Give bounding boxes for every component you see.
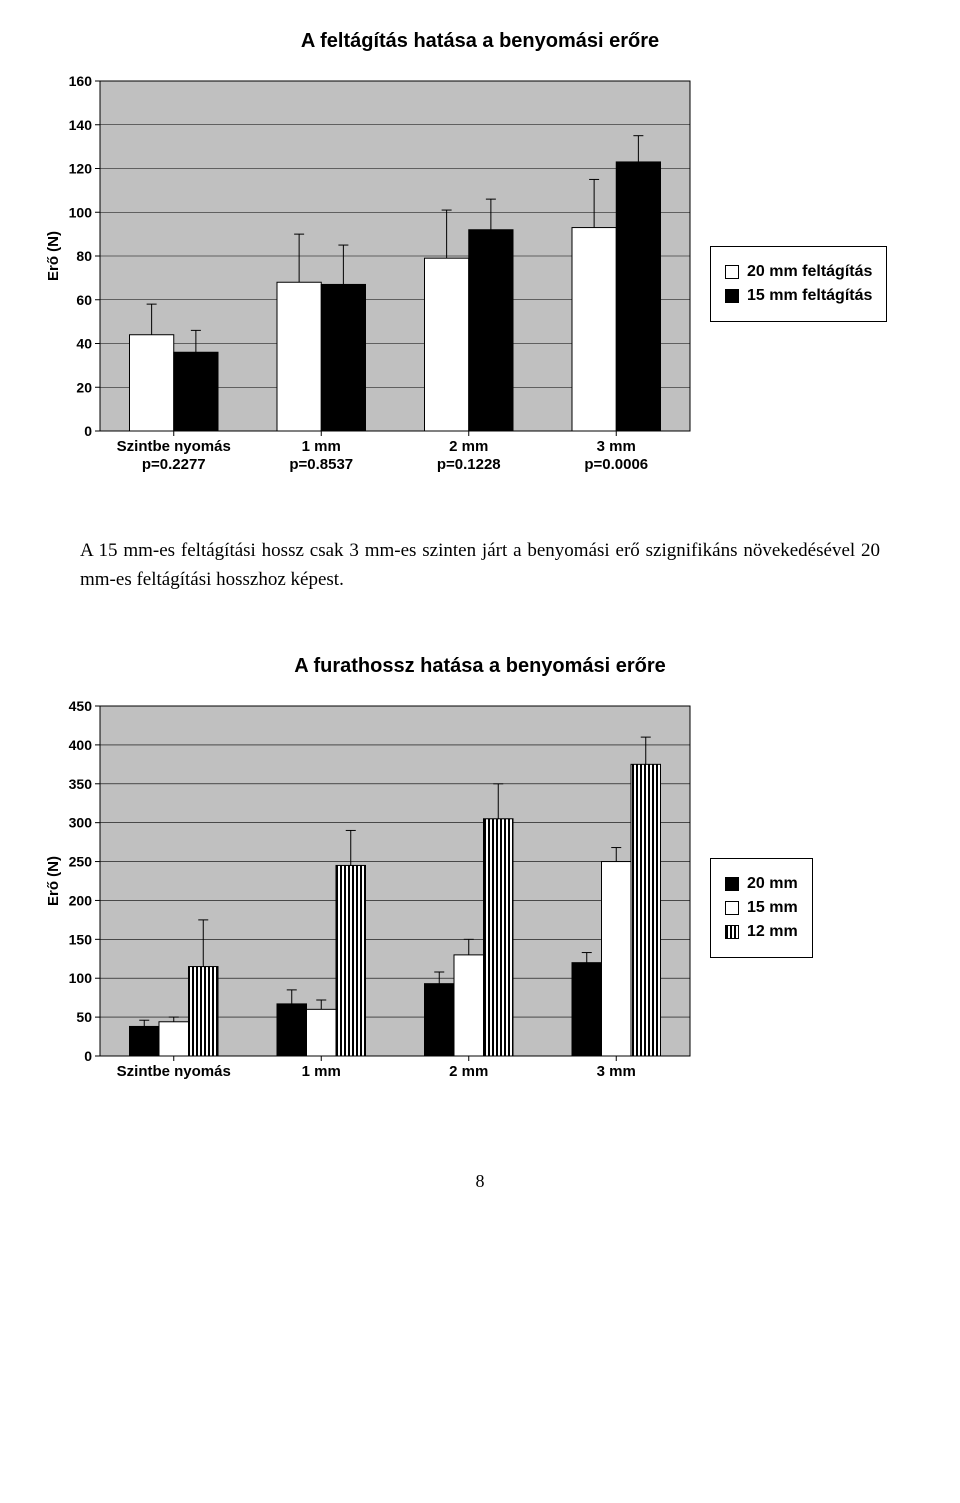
svg-text:160: 160 <box>69 73 93 89</box>
svg-text:2 mm: 2 mm <box>449 438 488 455</box>
chart-feltagitas: A feltágítás hatása a benyomási erőre 0 2… <box>40 30 920 496</box>
svg-text:450: 450 <box>69 698 93 714</box>
svg-text:60: 60 <box>76 292 92 308</box>
legend-item: 15 mm <box>725 899 798 917</box>
legend-label: 20 mm feltágítás <box>747 263 872 281</box>
svg-text:20: 20 <box>76 379 92 395</box>
svg-text:100: 100 <box>69 204 93 220</box>
svg-text:Erő (N): Erő (N) <box>45 856 62 906</box>
svg-text:80: 80 <box>76 248 92 264</box>
chart1-legend: 20 mm feltágítás 15 mm feltágítás <box>710 246 887 322</box>
legend-label: 12 mm <box>747 923 798 941</box>
chart-furathossz: A furathossz hatása a benyomási erőre 0 5… <box>40 655 920 1121</box>
svg-text:0: 0 <box>84 1048 92 1064</box>
svg-text:250: 250 <box>69 853 93 869</box>
svg-text:350: 350 <box>69 776 93 792</box>
svg-text:120: 120 <box>69 161 93 177</box>
chart1-plot: 0 20 40 60 80 100 120 140 160 Erő (N) Szintbe nyom… <box>40 71 700 496</box>
chart2-legend: 20 mm 15 mm 12 mm <box>710 858 813 958</box>
svg-text:200: 200 <box>69 892 93 908</box>
svg-text:p=0.2277: p=0.2277 <box>142 456 206 473</box>
svg-text:3 mm: 3 mm <box>597 438 636 455</box>
svg-text:Erő (N): Erő (N) <box>45 231 62 281</box>
svg-text:1 mm: 1 mm <box>302 438 341 455</box>
chart2-plot: 0 50 100 150 200 250 300 350 400 450 Erő (N) Szintb… <box>40 696 700 1121</box>
legend-swatch <box>725 289 739 303</box>
svg-text:1 mm: 1 mm <box>302 1063 341 1080</box>
svg-text:Szintbe nyomás: Szintbe nyomás <box>117 1063 231 1080</box>
svg-text:p=0.1228: p=0.1228 <box>437 456 501 473</box>
svg-text:p=0.0006: p=0.0006 <box>584 456 648 473</box>
svg-text:300: 300 <box>69 815 93 831</box>
interpretation-paragraph: A 15 mm-es feltágítási hossz csak 3 mm-e… <box>80 536 880 595</box>
svg-text:40: 40 <box>76 336 92 352</box>
chart2-title: A furathossz hatása a benyomási erőre <box>40 655 920 678</box>
legend-item: 20 mm feltágítás <box>725 263 872 281</box>
legend-swatch <box>725 925 739 939</box>
svg-text:2 mm: 2 mm <box>449 1063 488 1080</box>
svg-text:50: 50 <box>76 1009 92 1025</box>
svg-text:400: 400 <box>69 737 93 753</box>
svg-text:140: 140 <box>69 117 93 133</box>
page-number: 8 <box>40 1171 920 1192</box>
legend-label: 15 mm <box>747 899 798 917</box>
svg-text:3 mm: 3 mm <box>597 1063 636 1080</box>
svg-text:150: 150 <box>69 931 93 947</box>
legend-item: 15 mm feltágítás <box>725 287 872 305</box>
svg-text:p=0.8537: p=0.8537 <box>289 456 353 473</box>
legend-label: 20 mm <box>747 875 798 893</box>
legend-label: 15 mm feltágítás <box>747 287 872 305</box>
legend-swatch <box>725 265 739 279</box>
svg-text:Szintbe nyomás: Szintbe nyomás <box>117 438 231 455</box>
legend-swatch <box>725 877 739 891</box>
svg-text:100: 100 <box>69 970 93 986</box>
chart1-title: A feltágítás hatása a benyomási erőre <box>40 30 920 53</box>
legend-item: 20 mm <box>725 875 798 893</box>
legend-swatch <box>725 901 739 915</box>
legend-item: 12 mm <box>725 923 798 941</box>
svg-text:0: 0 <box>84 423 92 439</box>
